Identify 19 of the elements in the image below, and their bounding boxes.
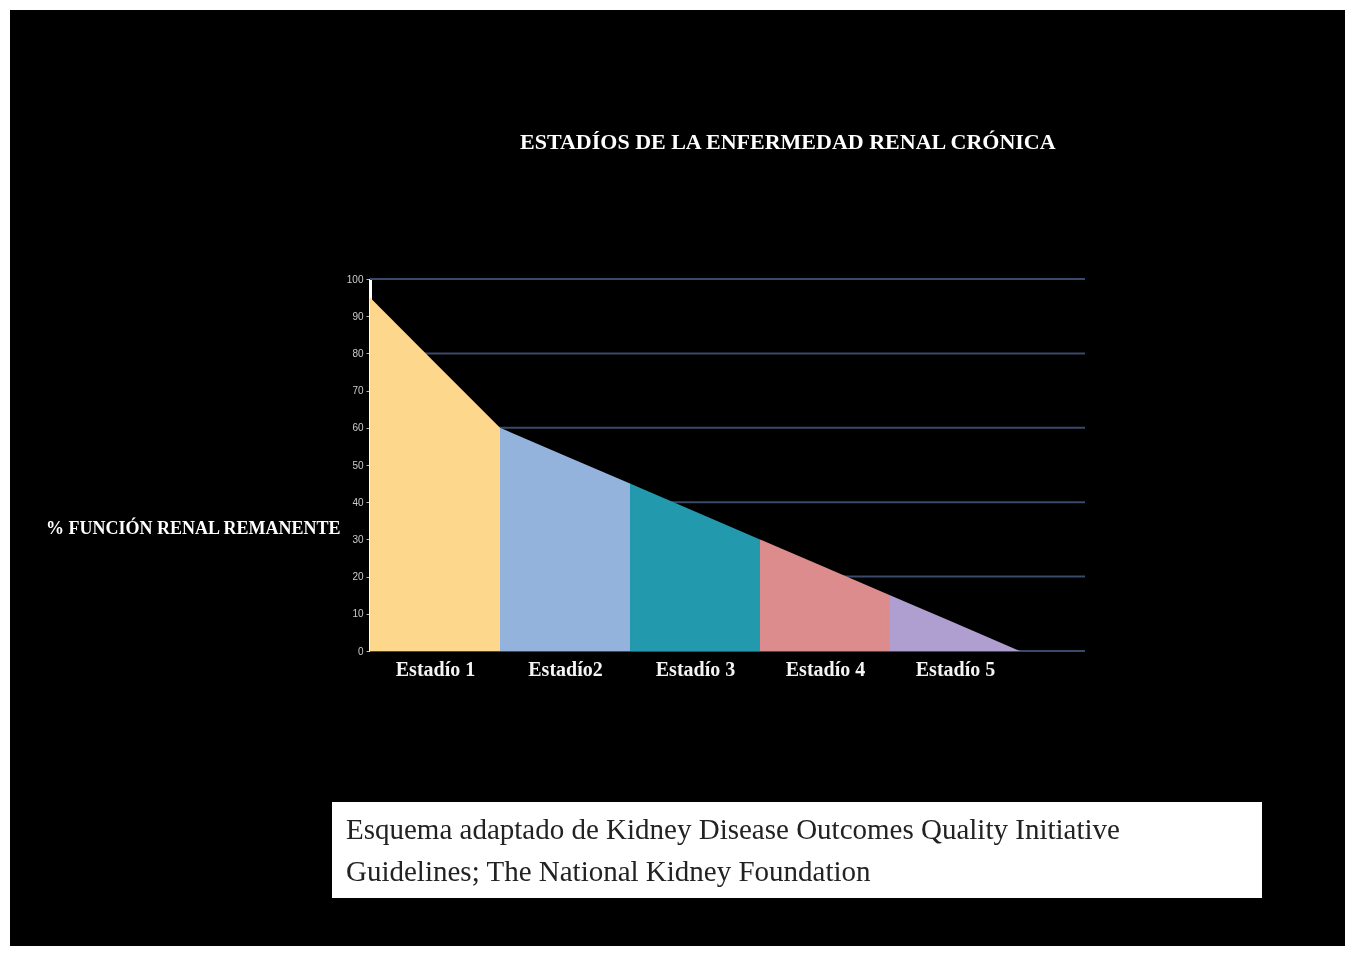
chart-title: ESTADÍOS DE LA ENFERMEDAD RENAL CRÓNICA	[520, 129, 1056, 154]
y-tick-label: 30	[352, 533, 364, 545]
x-tick-label: Estadío 1	[395, 657, 476, 680]
y-tick-label: 80	[352, 347, 364, 359]
y-tick-label: 10	[352, 608, 364, 620]
x-tick-label: Estadío2	[528, 657, 603, 680]
y-tick-label: 60	[352, 422, 364, 434]
x-tick-label: Estadío 3	[655, 657, 736, 680]
y-tick-label: 40	[352, 496, 364, 508]
x-tick-label: Estadío 4	[785, 657, 866, 680]
y-tick-label: 20	[352, 571, 364, 583]
text: Esquema adaptado de Kidney Disease Outcomes Quality Initiative Guidelines; The National Kidney Foundation	[332, 802, 1262, 898]
y-tick-label: 70	[352, 385, 364, 397]
y-tick-label: 90	[352, 310, 364, 322]
y-tick-label: 100	[346, 273, 364, 285]
y-tick-label: 50	[352, 459, 364, 471]
y-tick-label: 0	[357, 645, 364, 657]
y-axis-title: % FUNCIÓN RENAL REMANENTE	[45, 516, 341, 538]
x-tick-label: Estadío 5	[915, 657, 996, 680]
